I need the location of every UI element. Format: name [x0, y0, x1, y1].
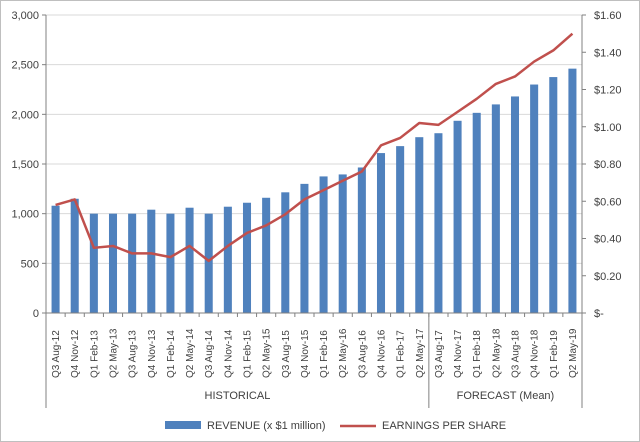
category-label: Q4 Nov-14 — [223, 329, 234, 378]
revenue-bar — [357, 167, 366, 313]
category-label: Q3 Aug-15 — [281, 330, 292, 378]
legend: REVENUE (x $1 million) EARNINGS PER SHARE — [165, 420, 506, 432]
revenue-bar — [204, 213, 213, 313]
revenue-bar — [510, 96, 520, 313]
revenue-bar — [472, 112, 481, 313]
revenue-bar — [300, 183, 309, 313]
revenue-bar — [415, 137, 424, 313]
category-label: Q2 May-18 — [491, 328, 502, 378]
category-label: Q3 Aug-17 — [434, 330, 445, 378]
revenue-bar — [530, 84, 539, 313]
revenue-bar — [108, 213, 118, 313]
category-label: Q3 Aug-12 — [51, 330, 62, 378]
left-tick-label: 1,500 — [11, 159, 39, 171]
revenue-bar — [242, 202, 252, 313]
revenue-bar — [166, 213, 175, 313]
revenue-bar — [262, 197, 271, 313]
revenue-bar — [491, 104, 500, 314]
left-tick-label: 2,500 — [11, 60, 39, 72]
revenue-bar — [434, 133, 443, 313]
category-label: Q2 May-16 — [338, 328, 349, 378]
revenue-bar — [128, 213, 137, 313]
right-tick-label: $1.20 — [594, 85, 622, 97]
revenue-bar — [185, 207, 194, 313]
revenue-bar — [549, 77, 558, 313]
revenue-bar — [319, 176, 328, 313]
axes — [42, 14, 586, 408]
revenue-bar — [51, 205, 60, 313]
right-tick-label: $1.40 — [594, 47, 622, 59]
left-tick-label: 3,000 — [11, 10, 39, 22]
category-label: Q3 Aug-14 — [204, 330, 215, 378]
category-label: Q2 May-15 — [262, 328, 273, 378]
category-label: Q2 May-19 — [568, 328, 579, 378]
group-labels: HISTORICAL FORECAST (Mean) — [205, 390, 555, 402]
revenue-bars — [51, 68, 577, 314]
category-label: Q4 Nov-18 — [530, 329, 541, 378]
revenue-bar — [568, 68, 577, 313]
right-tick-label: $0.80 — [594, 159, 622, 171]
left-tick-label: 1,000 — [11, 209, 39, 221]
left-tick-label: 2,000 — [11, 109, 39, 121]
right-tick-label: $- — [594, 308, 604, 320]
revenue-bar — [147, 209, 156, 313]
right-tick-label: $1.60 — [594, 10, 622, 22]
category-label: Q3 Aug-13 — [128, 330, 139, 378]
revenue-bar — [453, 120, 462, 313]
revenue-bar — [89, 213, 98, 313]
category-label: Q4 Nov-16 — [377, 329, 388, 378]
revenue-bar — [281, 192, 290, 313]
category-label: Q2 May-14 — [185, 328, 196, 378]
legend-swatch-revenue — [165, 421, 201, 429]
category-label: Q2 May-13 — [109, 328, 120, 378]
right-tick-label: $0.40 — [594, 234, 622, 246]
category-label: Q1 Feb-17 — [396, 330, 407, 378]
category-label: Q1 Feb-15 — [243, 330, 254, 378]
right-tick-label: $0.20 — [594, 271, 622, 283]
category-label: Q1 Feb-13 — [89, 330, 100, 378]
category-label: Q1 Feb-16 — [319, 330, 330, 378]
category-label: Q3 Aug-16 — [357, 330, 368, 378]
group-label: HISTORICAL — [205, 390, 271, 402]
group-label: FORECAST (Mean) — [457, 390, 555, 402]
right-axis-ticks: $- $0.20 $0.40 $0.60 $0.80 $1.00 $1.20 $1.40 $1.… — [594, 10, 622, 320]
category-label: Q4 Nov-12 — [70, 329, 81, 378]
category-label: Q1 Feb-19 — [549, 330, 560, 378]
category-labels: Q3 Aug-12 Q4 Nov-12 Q1 Feb-13 Q2 May-13 Q3 A… — [51, 328, 579, 378]
revenue-bar — [70, 198, 79, 313]
revenue-bar — [376, 153, 386, 313]
eps-line-path — [55, 32, 574, 263]
revenue-bar — [338, 174, 347, 313]
legend-label-eps: EARNINGS PER SHARE — [382, 420, 506, 432]
left-axis-ticks: 0 500 1,000 1,500 2,000 2,500 3,000 — [11, 10, 39, 320]
category-label: Q4 Nov-15 — [300, 329, 311, 378]
left-tick-label: 0 — [33, 308, 39, 320]
revenue-bar — [223, 206, 232, 313]
category-label: Q4 Nov-13 — [147, 329, 158, 378]
revenue-bar — [396, 146, 405, 313]
right-tick-label: $0.60 — [594, 196, 622, 208]
category-label: Q3 Aug-18 — [511, 330, 522, 378]
eps-line — [55, 32, 574, 263]
legend-label-revenue: REVENUE (x $1 million) — [207, 420, 326, 432]
category-label: Q4 Nov-17 — [453, 329, 464, 378]
right-tick-label: $1.00 — [594, 122, 622, 134]
left-tick-label: 500 — [21, 258, 39, 270]
category-label: Q1 Feb-18 — [472, 330, 483, 378]
category-label: Q1 Feb-14 — [166, 330, 177, 378]
category-label: Q2 May-17 — [415, 328, 426, 378]
